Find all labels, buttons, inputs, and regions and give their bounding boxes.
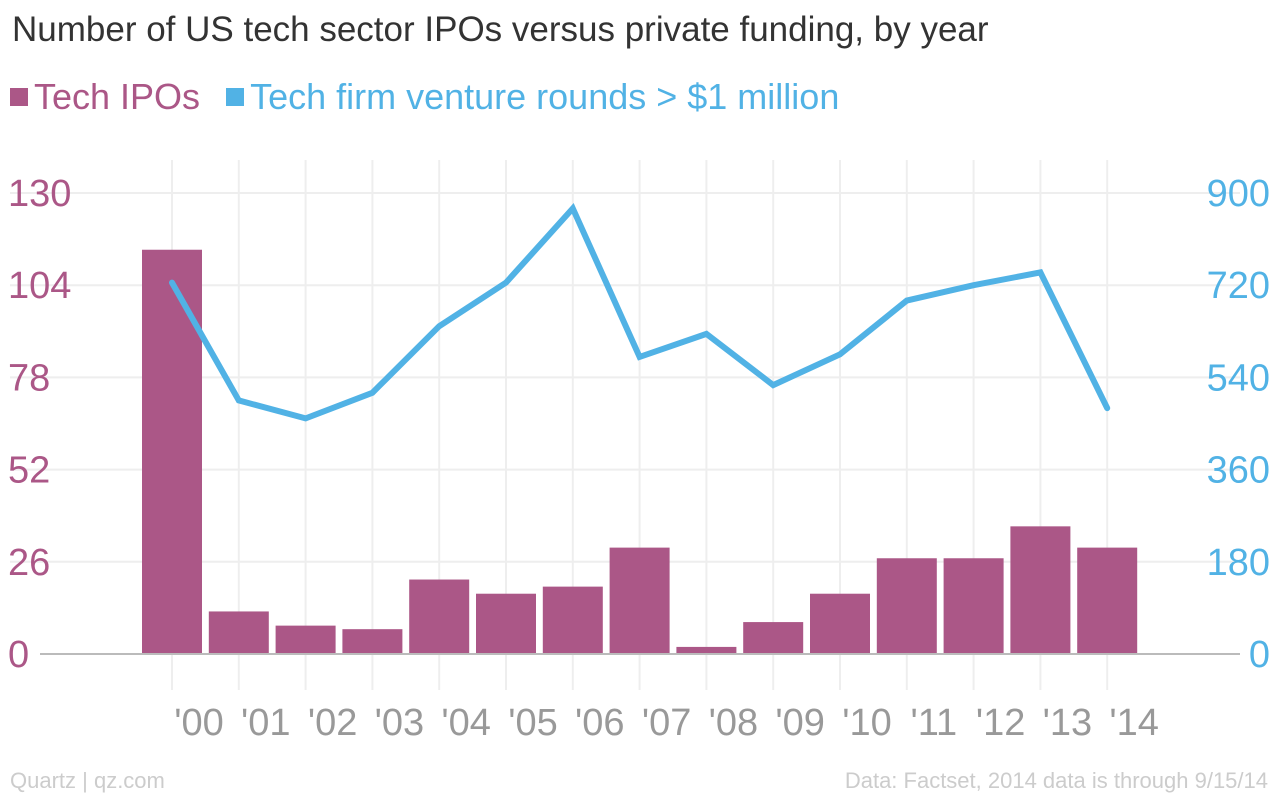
x-tick-label: '02 bbox=[308, 702, 358, 744]
y-right-tick-label: 360 bbox=[1207, 450, 1270, 492]
x-tick-label: '00 bbox=[174, 702, 224, 744]
x-tick-label: '07 bbox=[642, 702, 692, 744]
legend-swatch-venture-rounds bbox=[226, 88, 245, 106]
legend-label-venture-rounds: Tech firm venture rounds > $1 million bbox=[250, 76, 840, 117]
legend-swatch-tech-ipos bbox=[10, 88, 28, 106]
x-tick-label: '09 bbox=[775, 702, 825, 744]
legend-item-tech-ipos: Tech IPOs bbox=[10, 76, 200, 118]
x-tick-label: '04 bbox=[441, 702, 491, 744]
bar-tech-ipos-11 bbox=[876, 558, 937, 654]
x-tick-label: '11 bbox=[910, 702, 957, 744]
bar-layer bbox=[142, 249, 1138, 654]
bar-tech-ipos-5 bbox=[476, 593, 536, 654]
bar-tech-ipos-1 bbox=[208, 611, 269, 654]
legend-label-tech-ipos: Tech IPOs bbox=[34, 76, 201, 117]
axis-layer: 0 26 52 78 104 130 0 180 360 540 720 900 '00 '01 '02 '0… bbox=[8, 173, 1270, 744]
x-tick-label: '10 bbox=[842, 702, 892, 744]
bar-tech-ipos-2 bbox=[275, 625, 336, 654]
footer-source-right: Data: Factset, 2014 data is through 9/15… bbox=[844, 768, 1268, 793]
y-right-tick-label: 900 bbox=[1207, 173, 1270, 215]
y-right-tick-label: 540 bbox=[1207, 357, 1270, 399]
y-left-tick-label: 0 bbox=[8, 634, 29, 676]
bar-tech-ipos-3 bbox=[342, 629, 403, 654]
legend-item-venture-rounds: Tech firm venture rounds > $1 million bbox=[226, 76, 839, 118]
bar-tech-ipos-0 bbox=[142, 249, 202, 654]
bar-tech-ipos-6 bbox=[542, 586, 603, 654]
bar-tech-ipos-9 bbox=[743, 622, 804, 654]
bar-tech-ipos-8 bbox=[676, 646, 737, 654]
y-right-tick-label: 180 bbox=[1207, 542, 1270, 584]
bar-tech-ipos-10 bbox=[810, 593, 870, 654]
y-right-tick-label: 0 bbox=[1249, 634, 1270, 676]
footer-source-left: Quartz | qz.com bbox=[10, 768, 165, 793]
y-right-tick-label: 720 bbox=[1207, 265, 1270, 307]
x-tick-label: '13 bbox=[1043, 702, 1093, 744]
bar-tech-ipos-7 bbox=[609, 547, 670, 654]
bar-tech-ipos-14 bbox=[1077, 547, 1138, 654]
y-left-tick-label: 104 bbox=[8, 265, 71, 307]
y-left-tick-label: 78 bbox=[8, 357, 50, 399]
legend: Tech IPOs Tech firm venture rounds > $1 … bbox=[10, 76, 865, 118]
chart-title: Number of US tech sector IPOs versus pri… bbox=[12, 10, 989, 49]
y-left-tick-label: 130 bbox=[8, 173, 71, 215]
line-layer bbox=[169, 202, 1111, 422]
x-tick-label: '05 bbox=[508, 702, 558, 744]
bar-tech-ipos-13 bbox=[1010, 526, 1071, 654]
y-left-tick-label: 26 bbox=[8, 542, 50, 584]
x-tick-label: '06 bbox=[575, 702, 625, 744]
x-tick-label: '03 bbox=[375, 702, 425, 744]
bar-tech-ipos-4 bbox=[409, 579, 470, 654]
bar-tech-ipos-12 bbox=[943, 558, 1004, 654]
x-tick-label: '08 bbox=[709, 702, 759, 744]
x-tick-label: '12 bbox=[976, 702, 1026, 744]
x-tick-label: '14 bbox=[1109, 702, 1159, 744]
x-tick-label: '01 bbox=[241, 702, 291, 744]
y-left-tick-label: 52 bbox=[8, 450, 50, 492]
grid-layer bbox=[10, 160, 1240, 690]
